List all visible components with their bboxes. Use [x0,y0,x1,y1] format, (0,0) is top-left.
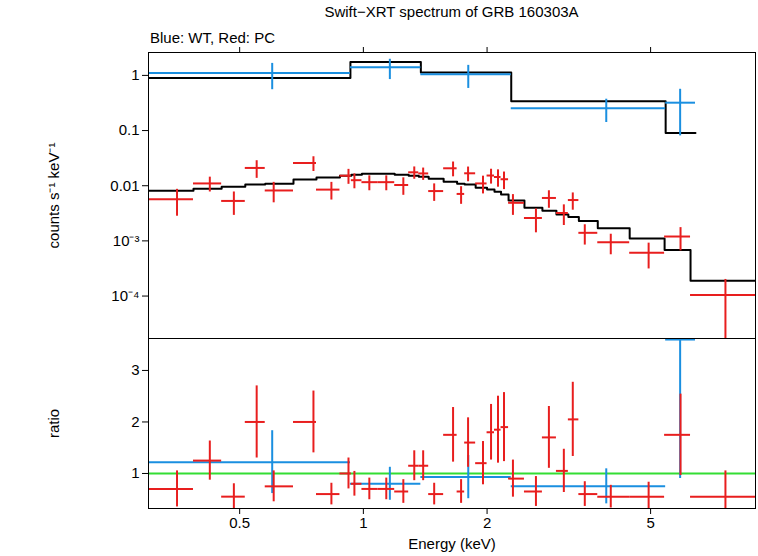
svg-text:5: 5 [646,514,654,531]
svg-text:0.01: 0.01 [110,177,139,194]
svg-text:ratio: ratio [45,409,62,438]
svg-text:3: 3 [131,361,139,378]
svg-text:1: 1 [131,66,139,83]
svg-text:0.1: 0.1 [119,121,140,138]
svg-text:10⁻⁴: 10⁻⁴ [111,287,139,304]
svg-text:2: 2 [131,413,139,430]
html-text:Swift−XRT spectrum of GRB 1603: Swift−XRT spectrum of GRB 160303A [324,3,579,20]
svg-text:10⁻³: 10⁻³ [113,232,140,249]
svg-text:Energy (keV): Energy (keV) [408,535,496,552]
svg-text:1: 1 [131,464,139,481]
html-text:Blue: WT, Red: PC: Blue: WT, Red: PC [150,29,275,46]
svg-text:2: 2 [483,514,491,531]
svg-text:0.5: 0.5 [229,514,250,531]
svg-text:counts s⁻¹ keV⁻¹: counts s⁻¹ keV⁻¹ [45,143,62,249]
svg-text:1: 1 [359,514,367,531]
